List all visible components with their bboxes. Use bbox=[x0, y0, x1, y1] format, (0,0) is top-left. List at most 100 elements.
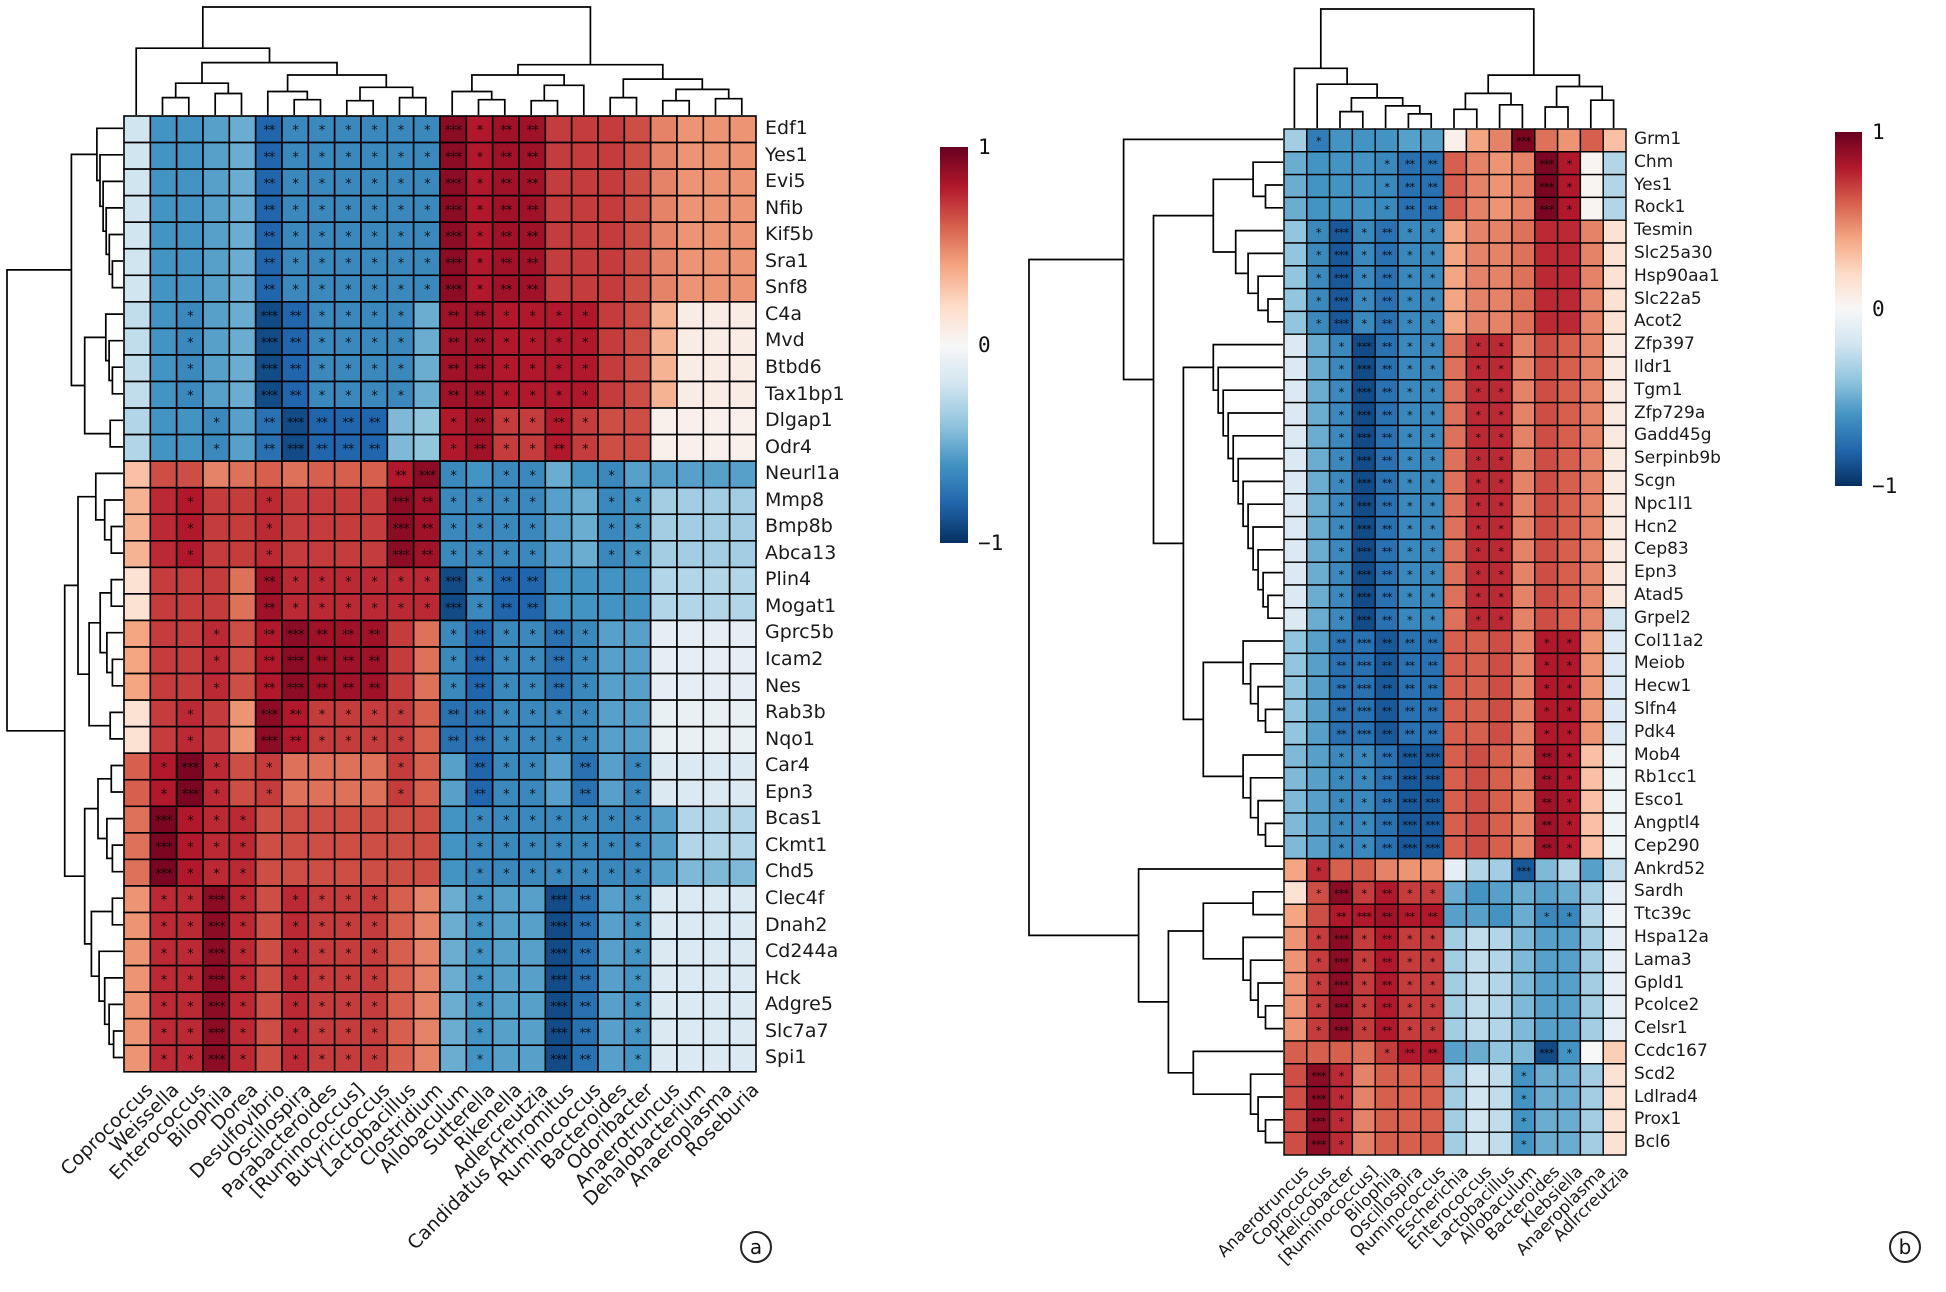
heatmap-cell bbox=[412, 327, 441, 356]
heatmap-cell bbox=[254, 885, 283, 914]
dendrogram-branch bbox=[1267, 298, 1283, 323]
row-label: Zfp397 bbox=[1634, 334, 1695, 355]
heatmap-cell bbox=[412, 858, 441, 887]
heatmap-cell bbox=[676, 566, 705, 595]
heatmap-cell bbox=[254, 646, 283, 675]
heatmap-cell bbox=[1579, 1131, 1604, 1156]
significance-stars: * bbox=[371, 734, 378, 749]
heatmap-cell bbox=[1556, 401, 1582, 427]
significance-stars: ** bbox=[527, 150, 540, 165]
heatmap-cell bbox=[702, 778, 731, 808]
heatmap-cell bbox=[307, 752, 336, 781]
heatmap-cell bbox=[1442, 743, 1468, 769]
significance-stars: * bbox=[1567, 636, 1573, 650]
significance-stars: * bbox=[1361, 818, 1367, 832]
dendrogram-branch bbox=[111, 658, 123, 687]
panel-a-heatmap: ** * * * * * * *** * ** **** * * * * * * *** * ** **** * * * * * *… bbox=[123, 115, 757, 1073]
heatmap-cell bbox=[333, 460, 362, 489]
dendrogram-branch bbox=[359, 86, 414, 101]
heatmap-cell bbox=[676, 460, 705, 489]
significance-stars: * bbox=[398, 602, 405, 617]
dendrogram-branch bbox=[110, 525, 123, 554]
heatmap-cell bbox=[491, 566, 520, 595]
heatmap-cell bbox=[1306, 333, 1331, 358]
heatmap-cell bbox=[281, 460, 310, 489]
significance-stars: * bbox=[292, 150, 299, 165]
significance-stars: * bbox=[1521, 1137, 1527, 1151]
heatmap-cell bbox=[202, 354, 231, 383]
heatmap-cell bbox=[1283, 812, 1308, 837]
heatmap-cell bbox=[1602, 128, 1627, 153]
heatmap-cell bbox=[1511, 812, 1536, 837]
significance-stars: ** bbox=[500, 230, 512, 245]
significance-stars: * bbox=[1316, 864, 1322, 878]
significance-stars: * bbox=[503, 841, 510, 856]
significance-stars: * bbox=[477, 495, 484, 510]
heatmap-cell bbox=[386, 301, 415, 330]
significance-stars: * bbox=[582, 336, 589, 351]
row-label: Edf1 bbox=[765, 117, 808, 139]
significance-stars: ** bbox=[1382, 271, 1393, 285]
heatmap-cell bbox=[597, 964, 626, 993]
heatmap-cell bbox=[123, 1044, 152, 1073]
heatmap-cell bbox=[1465, 880, 1490, 905]
significance-stars: ** bbox=[263, 416, 276, 431]
significance-stars: * bbox=[1430, 431, 1436, 445]
heatmap-cell bbox=[649, 513, 678, 542]
significance-stars: *** bbox=[208, 920, 226, 935]
heatmap-cell bbox=[649, 433, 678, 462]
heatmap-cell bbox=[1511, 515, 1536, 541]
significance-stars: * bbox=[1339, 613, 1345, 627]
significance-stars: * bbox=[635, 522, 642, 537]
row-label: Plin4 bbox=[765, 568, 812, 591]
panel-a-row-dendrogram bbox=[6, 127, 123, 1059]
dendrogram-branch bbox=[106, 817, 123, 860]
dendrogram-branch bbox=[530, 99, 559, 115]
significance-stars: * bbox=[1407, 978, 1413, 992]
dendrogram-branch bbox=[1544, 106, 1569, 128]
significance-stars: * bbox=[635, 920, 642, 935]
heatmap-cell bbox=[1511, 219, 1536, 244]
heatmap-cell bbox=[570, 1044, 599, 1073]
heatmap-cell bbox=[1465, 1017, 1490, 1042]
significance-stars: ** bbox=[1427, 636, 1438, 650]
significance-stars: * bbox=[398, 230, 405, 245]
heatmap-cell bbox=[1397, 1131, 1422, 1156]
significance-stars: ** bbox=[1382, 887, 1393, 901]
significance-stars: ** bbox=[1382, 476, 1393, 490]
significance-stars: *** bbox=[445, 124, 463, 139]
significance-stars: *** bbox=[155, 814, 173, 829]
significance-stars: * bbox=[161, 1053, 168, 1068]
heatmap-cell bbox=[649, 327, 678, 356]
heatmap-cell bbox=[702, 1017, 731, 1047]
heatmap-cell bbox=[1306, 493, 1331, 518]
significance-stars: * bbox=[582, 655, 589, 670]
heatmap-cell bbox=[1488, 173, 1513, 199]
heatmap-cell bbox=[728, 964, 757, 993]
significance-stars: ** bbox=[316, 681, 329, 696]
heatmap-cell bbox=[623, 274, 652, 303]
heatmap-cell bbox=[1579, 652, 1604, 677]
significance-stars: *** bbox=[208, 1026, 226, 1041]
heatmap-cell bbox=[465, 194, 494, 224]
heatmap-cell bbox=[1602, 1063, 1627, 1088]
heatmap-cell bbox=[333, 725, 362, 755]
significance-stars: * bbox=[1339, 339, 1345, 353]
heatmap-cell bbox=[175, 1044, 204, 1073]
heatmap-cell bbox=[1283, 835, 1308, 860]
significance-stars: * bbox=[1339, 567, 1345, 581]
dendrogram-branch bbox=[97, 777, 112, 840]
heatmap-cell bbox=[412, 1017, 441, 1047]
significance-stars: * bbox=[582, 867, 589, 882]
heatmap-cell bbox=[1579, 333, 1604, 358]
heatmap-cell bbox=[597, 247, 626, 277]
significance-stars: * bbox=[371, 1026, 378, 1041]
significance-stars: * bbox=[1339, 453, 1345, 467]
heatmap-cell bbox=[570, 858, 599, 887]
significance-stars: ** bbox=[369, 628, 382, 643]
row-label: Col11a2 bbox=[1634, 630, 1704, 651]
significance-stars: * bbox=[398, 310, 405, 325]
significance-stars: ** bbox=[1382, 727, 1393, 741]
heatmap-cell bbox=[202, 486, 231, 516]
heatmap-cell bbox=[1602, 1040, 1627, 1065]
